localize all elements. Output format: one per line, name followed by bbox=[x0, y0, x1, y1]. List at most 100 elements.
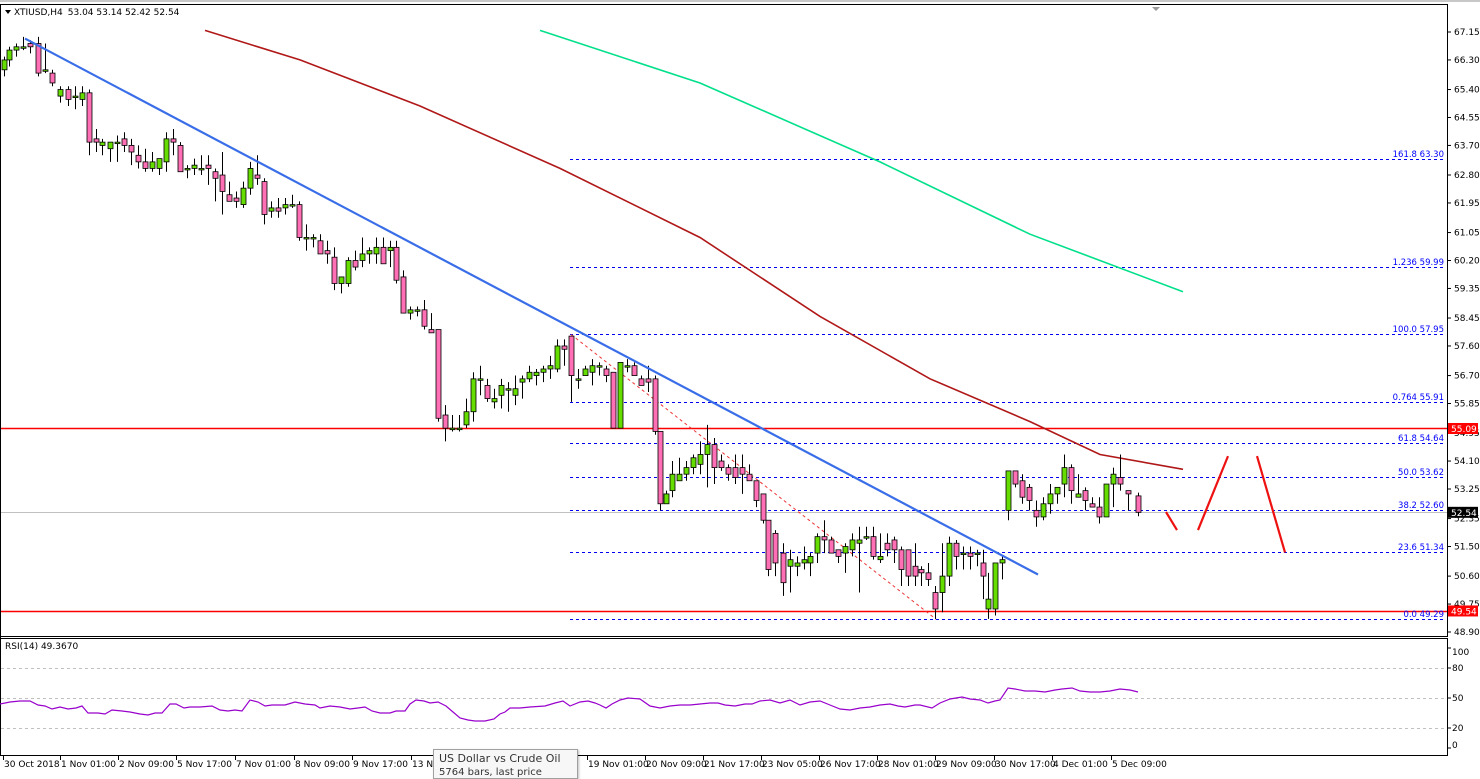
candle-body bbox=[184, 168, 191, 171]
price-tick-label: 49.75 bbox=[1454, 600, 1480, 610]
candle-body bbox=[925, 572, 932, 580]
projection-path-segment[interactable] bbox=[1165, 511, 1178, 531]
bear-candle bbox=[49, 69, 56, 87]
bull-candle bbox=[373, 237, 380, 264]
candle-body bbox=[198, 168, 205, 171]
bear-candle bbox=[1019, 474, 1026, 504]
bull-candle bbox=[114, 135, 121, 162]
time-tick-label: 30 Oct 2018 bbox=[4, 760, 60, 770]
projection-layer[interactable] bbox=[1165, 455, 1287, 553]
bear-candle bbox=[870, 526, 877, 560]
price-tick-label: 58.45 bbox=[1454, 314, 1480, 324]
symbol-header: XTIUSD,H4 53.04 53.14 52.42 52.54 bbox=[14, 8, 180, 18]
bull-candle bbox=[856, 526, 863, 593]
candle-body bbox=[1117, 477, 1124, 485]
candle-body bbox=[407, 309, 414, 314]
price-tick-label: 55.85 bbox=[1454, 400, 1480, 410]
bull-candle bbox=[683, 461, 690, 481]
price-tick-label: 63.70 bbox=[1454, 141, 1480, 151]
candle-body bbox=[387, 246, 394, 252]
fib-level-label: 1.236 59.99 bbox=[1393, 258, 1444, 268]
bear-candle bbox=[254, 155, 261, 185]
bull-candle bbox=[794, 556, 801, 577]
candle-body bbox=[463, 411, 470, 426]
bull-candle bbox=[814, 533, 821, 563]
candle-body bbox=[414, 309, 421, 312]
candle-body bbox=[912, 565, 919, 577]
rsi-panel: 100 80 50 20 0 bbox=[0, 647, 1469, 751]
bear-candle bbox=[1135, 492, 1142, 517]
price-tick-label: 50.60 bbox=[1454, 572, 1480, 582]
candle-body bbox=[261, 181, 268, 215]
bull-candle bbox=[676, 457, 683, 482]
bull-candle bbox=[533, 368, 540, 386]
time-tick-label: 28 Nov 01:00 bbox=[878, 760, 939, 770]
bull-candle bbox=[359, 237, 366, 268]
candle-body bbox=[589, 365, 596, 373]
candle-body bbox=[72, 95, 79, 99]
bull-candle bbox=[289, 194, 296, 208]
bull-candle bbox=[1103, 483, 1110, 518]
bull-candle bbox=[198, 155, 205, 176]
price-tick-label: 65.40 bbox=[1454, 86, 1480, 96]
fibonacci-layer[interactable]: 161.8 63.30 1.236 59.99 100.0 57.95 0.764 5… bbox=[570, 150, 1446, 620]
candle-body bbox=[345, 260, 352, 284]
candle-body bbox=[801, 559, 808, 564]
candle-body bbox=[79, 92, 86, 100]
candle-body bbox=[814, 536, 821, 554]
descending-trendline[interactable] bbox=[24, 37, 1039, 576]
candle-body bbox=[114, 141, 121, 145]
bull-candle bbox=[526, 365, 533, 383]
candle-body bbox=[697, 454, 704, 465]
bull-candle bbox=[801, 546, 808, 570]
candle-body bbox=[999, 559, 1006, 564]
candle-body bbox=[663, 493, 670, 505]
bear-candle bbox=[765, 519, 772, 577]
bear-candle bbox=[746, 464, 753, 482]
bear-candle bbox=[484, 378, 491, 402]
bear-candle bbox=[121, 132, 128, 152]
candle-body bbox=[980, 562, 987, 577]
candle-body bbox=[27, 43, 34, 48]
candle-body bbox=[704, 444, 711, 455]
bear-candle bbox=[561, 339, 568, 366]
bull-candle bbox=[787, 549, 794, 593]
projection-path-segment[interactable] bbox=[1255, 455, 1287, 553]
bear-candle bbox=[352, 250, 359, 271]
bull-candle bbox=[1, 56, 8, 77]
candle-body bbox=[690, 457, 697, 469]
candle-body bbox=[739, 467, 746, 475]
bear-candle bbox=[967, 546, 974, 570]
bear-candle bbox=[568, 335, 575, 402]
time-tick-label: 30 Nov 17:00 bbox=[995, 760, 1056, 770]
bull-candle bbox=[512, 375, 519, 406]
candle-body bbox=[324, 250, 331, 255]
bull-candle bbox=[407, 306, 414, 320]
trendline-layer[interactable] bbox=[24, 37, 1039, 576]
fib-level-label: 61.8 54.64 bbox=[1398, 434, 1444, 444]
bull-candle bbox=[1075, 474, 1082, 498]
candle-body bbox=[156, 158, 163, 169]
bear-candle bbox=[932, 585, 939, 619]
candle-body bbox=[107, 141, 114, 150]
candle-body bbox=[870, 536, 877, 557]
candle-body bbox=[1047, 493, 1054, 505]
projection-path-segment[interactable] bbox=[1196, 455, 1230, 531]
bear-candle bbox=[317, 234, 324, 255]
chart-shift-marker-icon[interactable] bbox=[1152, 7, 1160, 11]
candles-layer bbox=[1, 36, 1142, 619]
candle-body bbox=[170, 138, 177, 143]
bear-candle bbox=[652, 375, 659, 435]
candle-body bbox=[863, 536, 870, 539]
fib-diagonal-line[interactable] bbox=[570, 334, 937, 620]
fib-level-label: 38.2 52.60 bbox=[1398, 501, 1444, 511]
bull-candle bbox=[1054, 486, 1061, 504]
bear-candle bbox=[421, 299, 428, 330]
symbol-menu-dropdown-icon[interactable] bbox=[5, 10, 11, 14]
bull-candle bbox=[540, 365, 547, 383]
bear-candle bbox=[657, 431, 664, 511]
bull-candle bbox=[414, 306, 421, 317]
price-marker bbox=[1448, 422, 1478, 434]
bear-candle bbox=[905, 549, 912, 586]
